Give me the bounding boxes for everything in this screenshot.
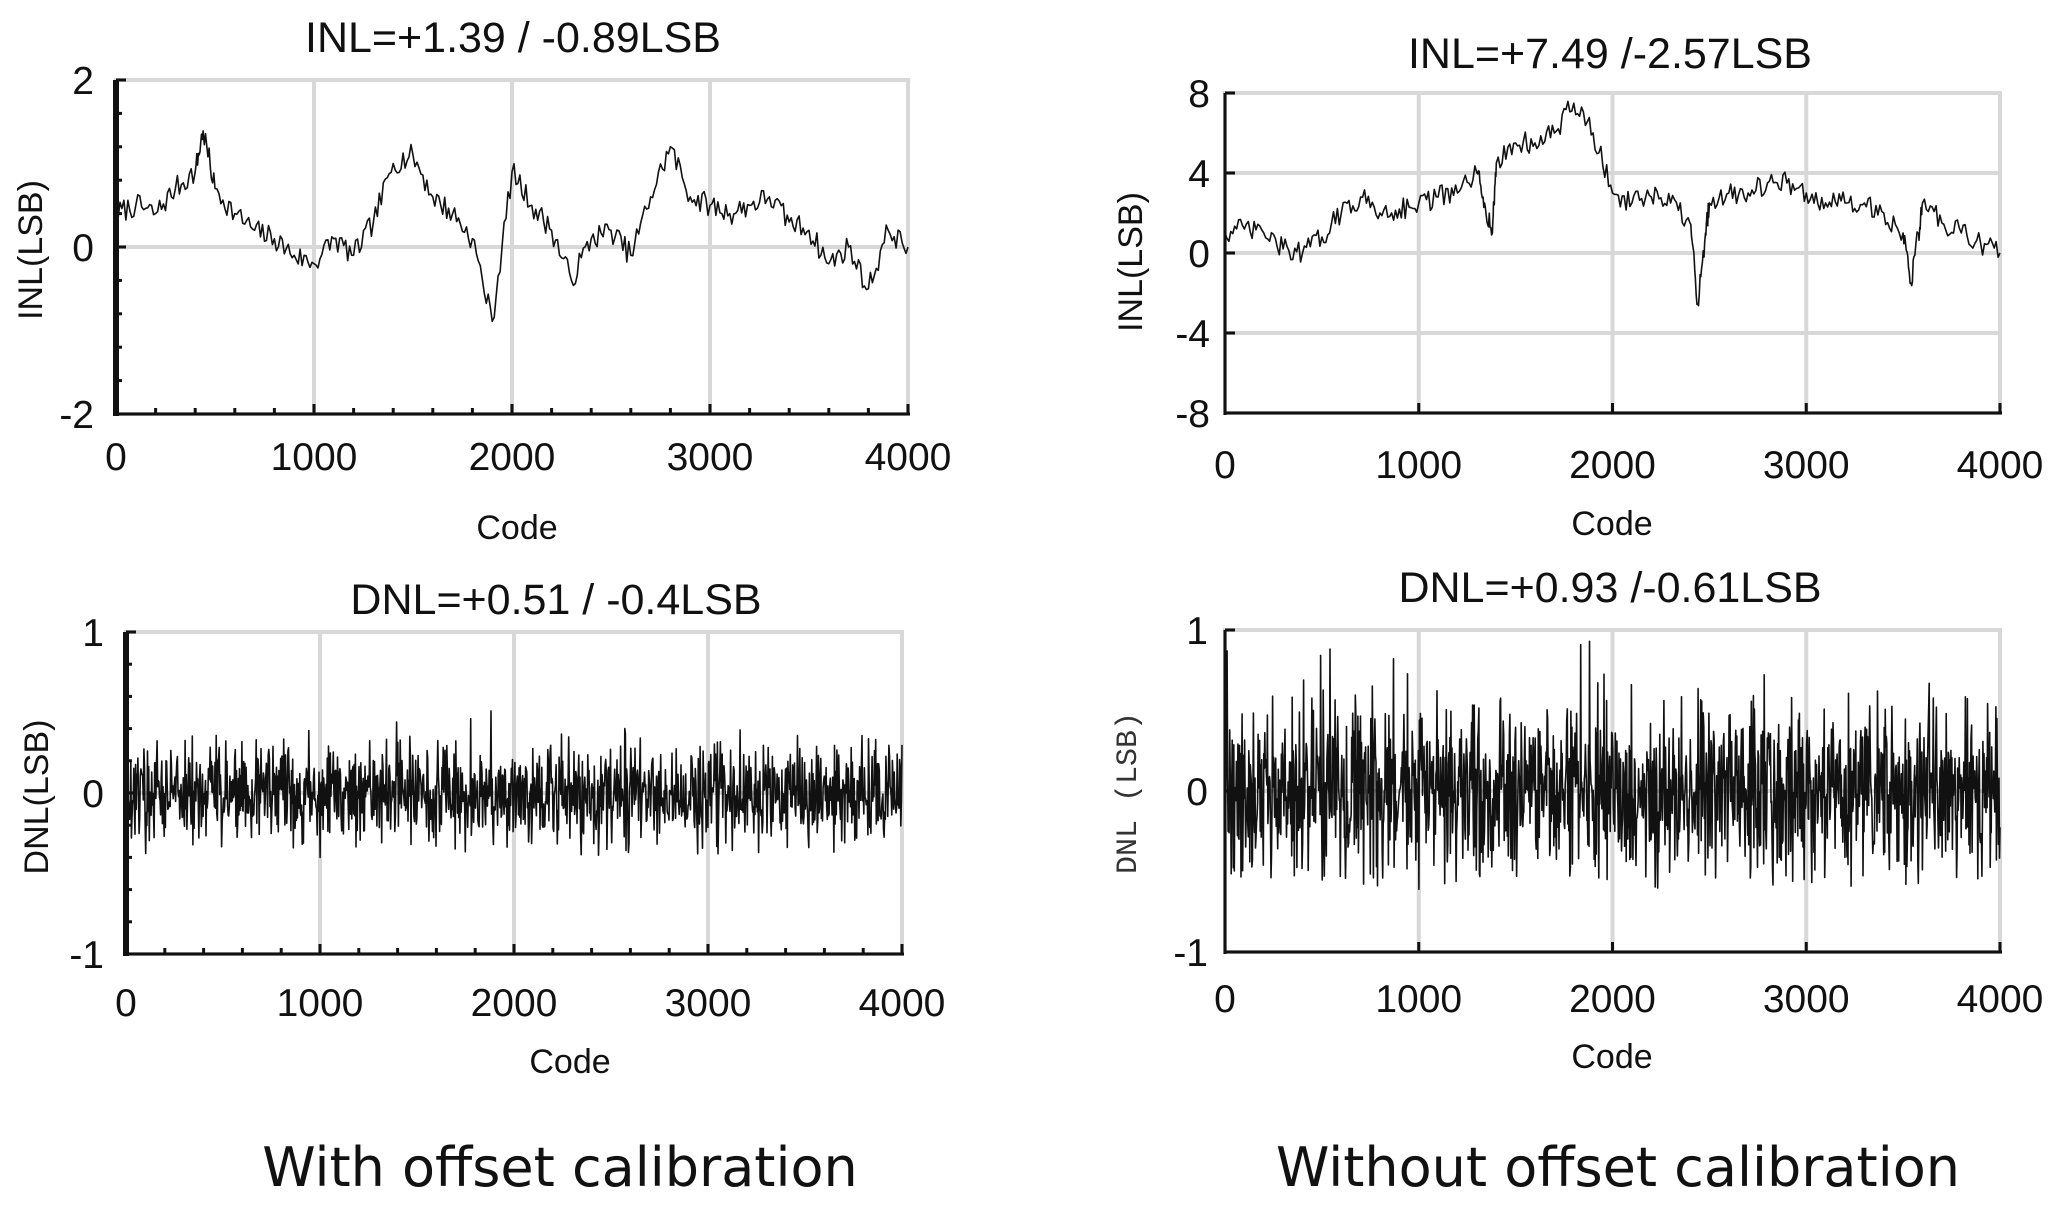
y-tick-label: -2 [59, 394, 94, 437]
x-tick-labels: 0 1000 2000 3000 4000 [1214, 444, 2043, 487]
chart-dnl-with-cal: DNL=+0.51 / -0.4LSB 0 1000 2000 3000 4000 -1… [18, 576, 945, 1081]
x-tick-labels: 0 1000 2000 3000 4000 [105, 436, 951, 479]
axes [123, 630, 904, 956]
x-tick-label: 1000 [271, 436, 358, 479]
y-axis-label: INL(LSB) [1112, 192, 1150, 332]
chart-inl-without-cal: INL=+7.49 /-2.57LSB 0 1000 2000 3000 4000 -8… [1112, 30, 2043, 543]
x-tick-label: 4000 [1957, 978, 2044, 1021]
x-tick-label: 4000 [865, 436, 952, 479]
caption-left: With offset calibration [262, 1136, 858, 1199]
y-tick-label: -1 [69, 934, 104, 977]
x-tick-label: 0 [105, 436, 127, 479]
x-tick-label: 2000 [1569, 978, 1656, 1021]
axes [1223, 628, 2002, 954]
x-tick-label: 2000 [471, 982, 558, 1025]
y-tick-label: 0 [1188, 233, 1210, 276]
y-tick-label: -1 [1173, 932, 1208, 975]
chart-title: DNL=+0.51 / -0.4LSB [350, 576, 761, 624]
caption-right: Without offset calibration [1276, 1136, 1960, 1199]
data-series [1224, 640, 2001, 891]
x-tick-label: 2000 [469, 436, 556, 479]
y-tick-labels: -8 -4 0 4 8 [1175, 73, 1210, 436]
x-tick-label: 1000 [1375, 978, 1462, 1021]
data-series [125, 710, 903, 859]
x-tick-label: 1000 [1375, 444, 1462, 487]
x-tick-label: 4000 [1957, 444, 2044, 487]
chart-title: INL=+1.39 / -0.89LSB [305, 14, 721, 62]
y-tick-label: -4 [1175, 313, 1210, 356]
chart-title: DNL=+0.93 /-0.61LSB [1398, 564, 1821, 612]
y-tick-labels: -1 0 1 [1173, 610, 1208, 975]
x-tick-label: 3000 [667, 436, 754, 479]
y-tick-label: 0 [82, 773, 104, 816]
y-tick-label: 1 [82, 612, 104, 655]
x-tick-label: 0 [1214, 978, 1236, 1021]
y-tick-label: 1 [1186, 610, 1208, 653]
y-axis-label: DNL(LSB) [18, 720, 56, 875]
x-tick-label: 3000 [665, 982, 752, 1025]
y-tick-label: -8 [1175, 393, 1210, 436]
grid [116, 80, 908, 414]
y-tick-label: 8 [1188, 73, 1210, 116]
chart-title: INL=+7.49 /-2.57LSB [1408, 30, 1812, 78]
y-tick-labels: -2 0 2 [59, 60, 94, 437]
y-tick-labels: -1 0 1 [69, 612, 104, 977]
axes [1223, 91, 2002, 415]
x-tick-labels: 0 1000 2000 3000 4000 [1214, 978, 2043, 1021]
x-tick-label: 3000 [1763, 444, 1850, 487]
x-tick-label: 0 [115, 982, 137, 1025]
chart-dnl-without-cal: DNL=+0.93 /-0.61LSB 0 1000 2000 3000 4000 -1… [1112, 564, 2043, 1076]
x-tick-label: 0 [1214, 444, 1236, 487]
y-tick-label: 0 [72, 227, 94, 270]
y-axis-label: INL(LSB) [12, 180, 50, 320]
data-series [115, 130, 909, 323]
x-axis-label: Code [529, 1043, 610, 1081]
x-tick-label: 2000 [1569, 444, 1656, 487]
chart-inl-with-cal: INL=+1.39 / -0.89LSB 0 1000 2000 3000 4000 -… [12, 14, 951, 547]
grid [1225, 93, 2000, 413]
axes [113, 78, 910, 416]
y-tick-label: 2 [72, 60, 94, 103]
y-tick-label: 0 [1186, 771, 1208, 814]
y-tick-label: 4 [1188, 153, 1210, 196]
x-axis-label: Code [1571, 505, 1652, 543]
x-axis-label: Code [1571, 1038, 1652, 1076]
x-axis-label: Code [476, 509, 557, 547]
x-tick-label: 3000 [1763, 978, 1850, 1021]
y-axis-label: DNL (LSB) [1112, 712, 1146, 874]
x-tick-label: 1000 [277, 982, 364, 1025]
data-series [1224, 100, 2001, 307]
x-tick-label: 4000 [859, 982, 946, 1025]
x-tick-labels: 0 1000 2000 3000 4000 [115, 982, 945, 1025]
